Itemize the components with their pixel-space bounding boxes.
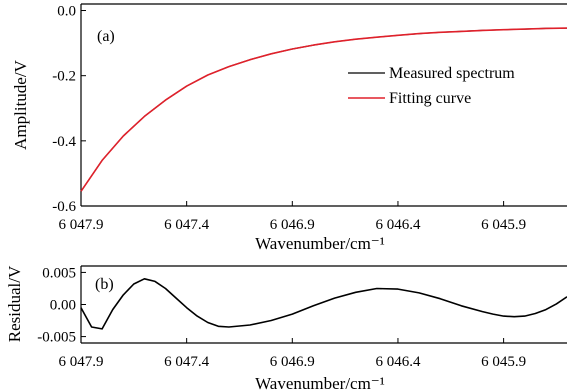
panel-a-series-lines (80, 27, 567, 192)
panel-a-plot-area (80, 3, 567, 207)
panel-a-y-axis-label: Amplitude/V (11, 59, 30, 149)
panel-b-y-axis-label: Residual/V (5, 265, 24, 342)
panel-a-line-fitting-curve (80, 27, 567, 192)
panel-a-y-tick-label: -0.4 (52, 134, 76, 150)
panel-a-label: (a) (97, 28, 115, 45)
panel-a-x-axis-label: Wavenumber/cm⁻¹ (255, 234, 385, 253)
panel-b-x-tick-label: 6 046.4 (375, 354, 421, 370)
panel-b-y-ticks: 0.005 0.00 -0.005 (37, 265, 86, 346)
panel-b-x-tick-label: 6 047.4 (164, 354, 210, 370)
panel-b-y-tick-label: -0.005 (37, 330, 76, 346)
panel-a-x-tick-label: 6 047.9 (59, 217, 104, 233)
panel-a-x-tick-label: 6 046.9 (270, 217, 315, 233)
panel-a-y-tick-label: -0.6 (52, 199, 76, 215)
panel-b-line-residual (80, 278, 567, 330)
legend-label-fitting-curve: Fitting curve (389, 90, 471, 107)
panel-b-label: (b) (95, 276, 114, 293)
panel-b-x-axis-label: Wavenumber/cm⁻¹ (255, 374, 385, 392)
panel-a-x-tick-label: 6 047.4 (164, 217, 210, 233)
panel-b-x-tick-label: 6 046.9 (270, 354, 315, 370)
legend-label-measured-spectrum: Measured spectrum (389, 65, 515, 82)
panel-a-amplitude-chart: 6 047.9 6 047.4 6 046.9 6 046.4 6 045.9 0.0 -… (11, 3, 567, 253)
panel-b-plot-area (80, 265, 567, 344)
panel-b-y-tick-label: 0.005 (42, 265, 76, 281)
panel-a-x-ticks: 6 047.9 6 047.4 6 046.9 6 046.4 6 045.9 (59, 201, 526, 233)
panel-a-x-tick-label: 6 045.9 (481, 217, 526, 233)
panel-b-x-tick-label: 6 047.9 (59, 354, 104, 370)
panel-a-y-tick-label: 0.0 (57, 4, 76, 20)
panel-b-residual-chart: 6 047.9 6 047.4 6 046.9 6 046.4 6 045.9 0.00… (5, 265, 567, 392)
panel-b-x-ticks: 6 047.9 6 047.4 6 046.9 6 046.4 6 045.9 (59, 338, 526, 370)
panel-b-series-lines (80, 278, 567, 330)
panel-a-y-tick-label: -0.2 (52, 69, 76, 85)
panel-a-y-ticks: 0.0 -0.2 -0.4 -0.6 (52, 4, 86, 215)
panel-a-legend: Measured spectrum Fitting curve (348, 65, 515, 107)
panel-a-x-tick-label: 6 046.4 (375, 217, 421, 233)
panel-b-y-tick-label: 0.00 (50, 298, 76, 314)
panel-b-x-tick-label: 6 045.9 (481, 354, 526, 370)
